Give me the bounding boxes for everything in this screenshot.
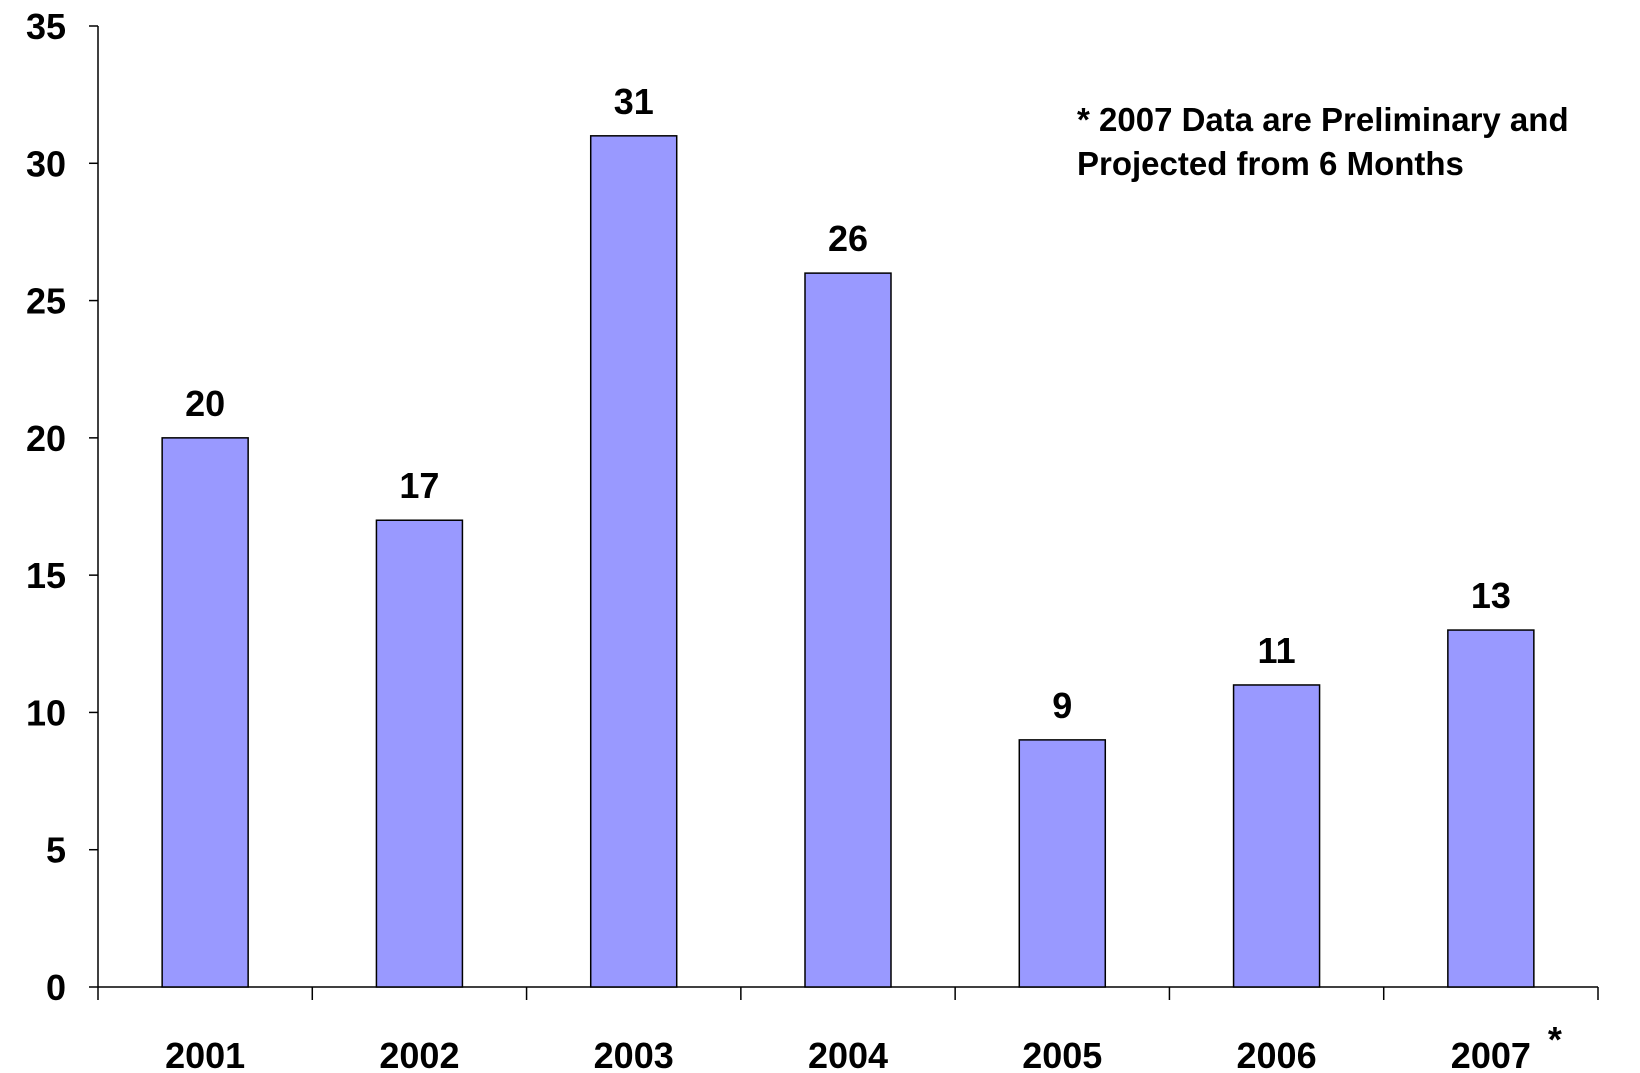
bar (1447, 629, 1535, 988)
x-tick-label: 2003 (594, 1035, 674, 1073)
chart-annotation: * 2007 Data are Preliminary and Projecte… (1077, 98, 1637, 186)
annotation-line-2: Projected from 6 Months (1077, 145, 1464, 182)
bar (1232, 684, 1321, 988)
bar-value-label: 20 (185, 383, 225, 424)
bar (1018, 739, 1107, 988)
bar-value-label: 11 (1258, 630, 1296, 671)
x-tick-label: 2007 (1451, 1035, 1531, 1073)
x-tick-label: 2006 (1237, 1035, 1317, 1073)
x-tick-label: 2001 (165, 1035, 245, 1073)
y-tick-label: 35 (26, 6, 66, 47)
y-tick-label: 15 (26, 555, 66, 596)
bar-value-label: 26 (828, 218, 868, 259)
bar (161, 437, 249, 988)
bar-value-label: 13 (1471, 575, 1511, 616)
y-tick-label: 10 (26, 692, 66, 733)
bar (589, 135, 678, 988)
bar (375, 519, 464, 988)
bar-value-labels: 20 17 31 26 9 11 13 (185, 81, 1511, 726)
bars (161, 135, 1535, 988)
x-tick-label: 2005 (1022, 1035, 1102, 1073)
bar-value-label: 31 (614, 81, 654, 122)
bar-value-label: 9 (1052, 685, 1072, 726)
x-tick-label: 2004 (808, 1035, 888, 1073)
bar-value-label: 17 (399, 465, 439, 506)
category-footnote-marker: * (1548, 1019, 1562, 1060)
y-tick-label: 0 (46, 967, 66, 1008)
y-tick-label: 30 (26, 143, 66, 184)
x-tick-label: 2002 (379, 1035, 459, 1073)
bar (804, 272, 892, 988)
y-tick-label: 5 (46, 830, 66, 871)
y-tick-label: 20 (26, 418, 66, 459)
y-axis: 0 5 10 15 20 25 30 35 (26, 6, 99, 1008)
annotation-line-1: * 2007 Data are Preliminary and (1077, 101, 1569, 138)
x-axis (97, 986, 1599, 1000)
y-tick-label: 25 (26, 281, 66, 322)
x-tick-labels: 2001 2002 2003 2004 2005 2006 2007 * (165, 1019, 1562, 1073)
